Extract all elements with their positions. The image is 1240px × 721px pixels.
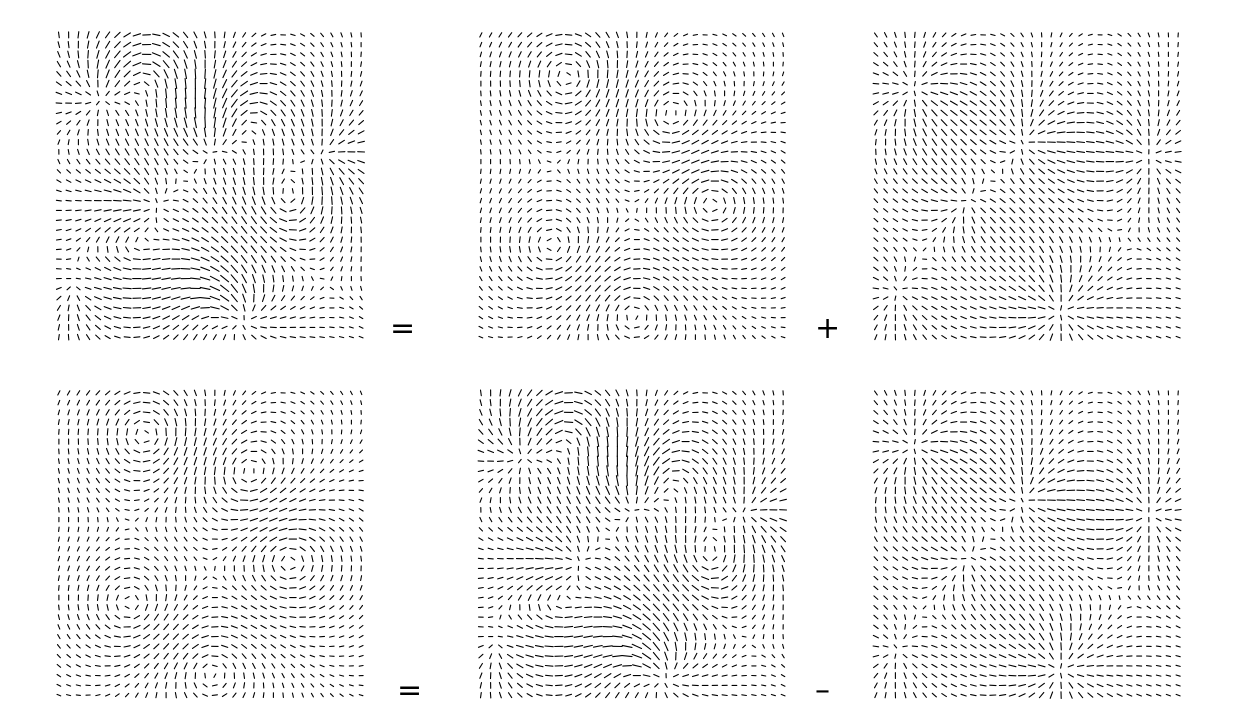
- plus-sign: +: [815, 311, 841, 346]
- vector-segments: [872, 389, 1182, 700]
- row2-panel-divergent: [871, 388, 1183, 700]
- vector-field-plot: [477, 389, 788, 699]
- vector-segments: [478, 31, 786, 341]
- equals-sign: =: [390, 311, 416, 346]
- minus-sign: –: [815, 673, 830, 708]
- vector-segments: [56, 389, 364, 699]
- vector-field-plot: [872, 389, 1182, 700]
- row2-panel-rotational: [54, 388, 366, 700]
- equals-sign: =: [397, 673, 423, 708]
- row1-panel-full-field: [54, 30, 366, 342]
- row1-panel-rotational: [476, 30, 788, 342]
- row2-panel-full-field: [476, 388, 788, 700]
- row1-panel-divergent: [871, 30, 1183, 342]
- vector-field-plot: [872, 31, 1182, 342]
- vector-field-plot: [478, 31, 786, 341]
- vector-segments: [55, 31, 366, 341]
- vector-field-plot: [55, 31, 366, 341]
- vector-segments: [477, 389, 788, 699]
- vector-field-plot: [56, 389, 364, 699]
- vector-segments: [872, 31, 1182, 342]
